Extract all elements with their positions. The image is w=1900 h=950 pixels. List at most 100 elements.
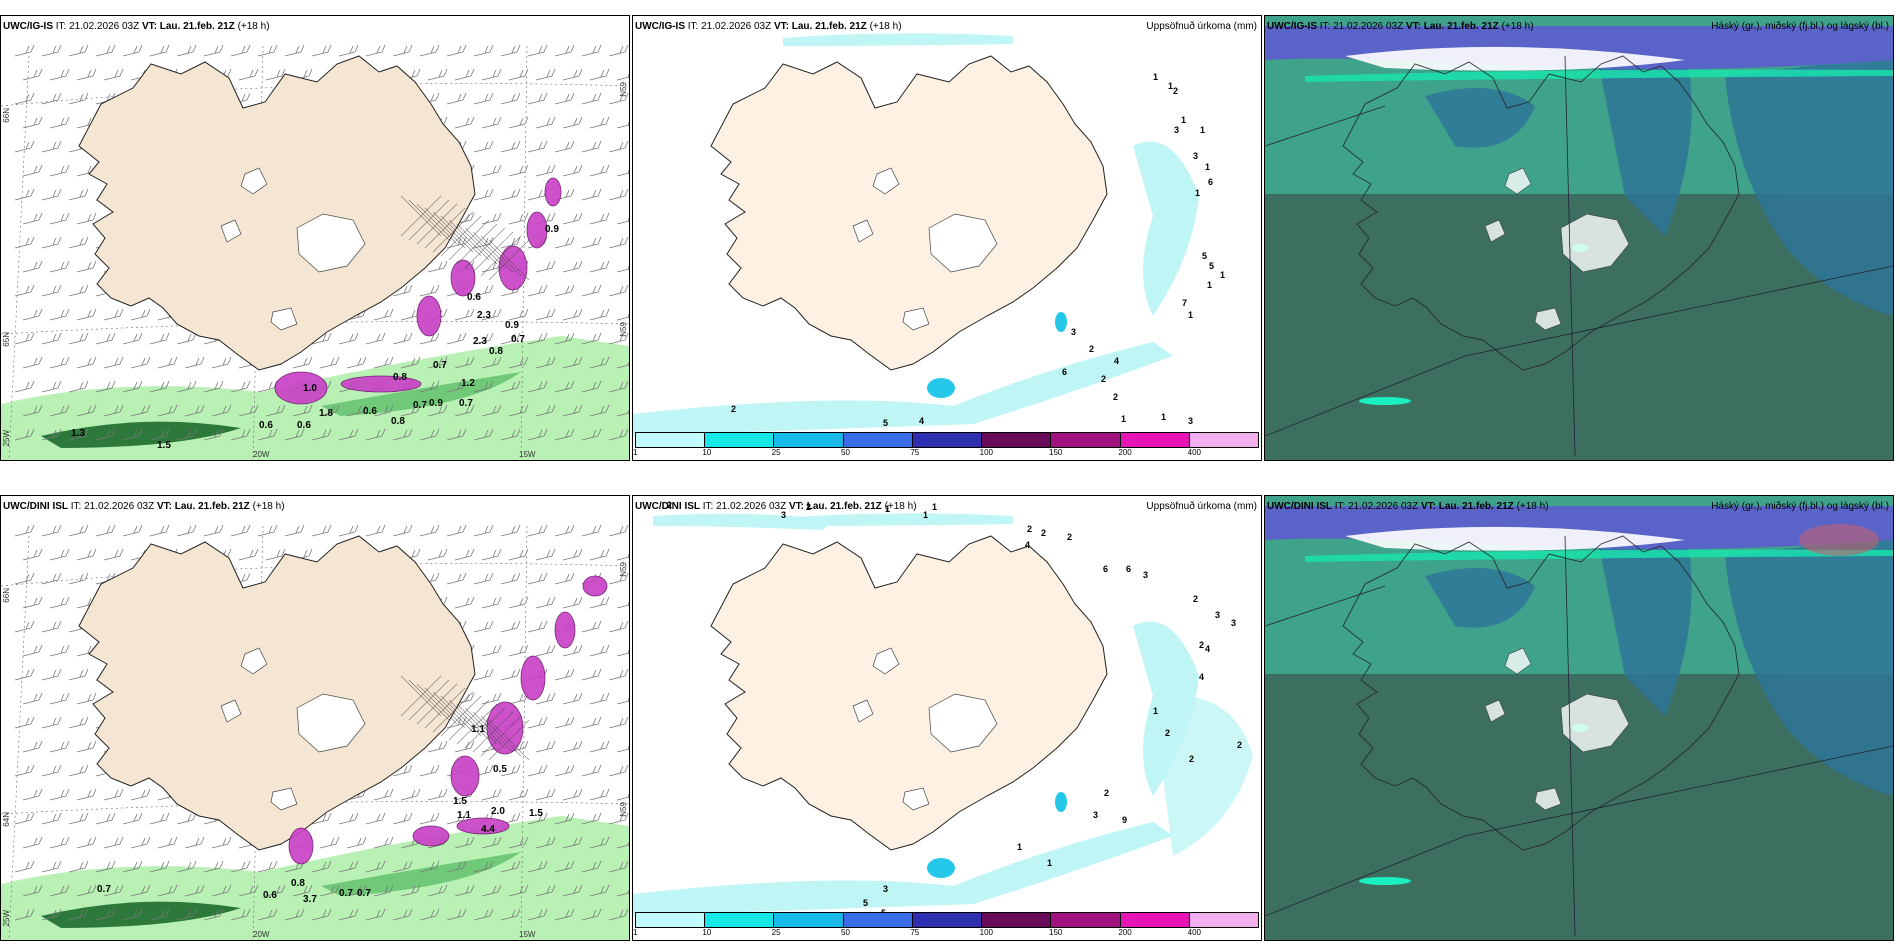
wind-barb (527, 620, 548, 633)
wind-barb (49, 116, 70, 129)
wind-barb (68, 284, 89, 297)
wind-barb (392, 524, 413, 537)
wind-barb (49, 788, 70, 801)
wind-barb (562, 884, 583, 897)
hatch (480, 715, 522, 757)
wind-barb (392, 44, 413, 57)
colorbar-tick: 150 (1049, 448, 1063, 457)
colorbar-swatch (912, 913, 983, 927)
wind-barb (454, 548, 475, 561)
cloud-panel-igis: UWC/IG-IS IT: 21.02.2026 03Z VT: Lau. 21… (1264, 15, 1894, 461)
precip-cell (486, 701, 524, 755)
wind-barb (616, 553, 629, 561)
wind-barb (122, 332, 143, 345)
panel-header: UWC/IG-IS IT: 21.02.2026 03Z VT: Lau. 21… (1267, 21, 1534, 32)
hatch (424, 687, 466, 729)
wind-barb (149, 44, 170, 57)
colorbar-tick: 100 (979, 928, 994, 937)
wind-barb (581, 668, 602, 681)
coastline (710, 55, 1108, 371)
wind-barb (392, 284, 413, 297)
wind-barb (68, 380, 89, 393)
wind-barb (22, 68, 43, 81)
glacier (240, 647, 268, 675)
wind-barb (157, 404, 178, 417)
wind-barb (616, 697, 629, 705)
wind-barb (14, 236, 35, 249)
wind-barb (230, 908, 251, 921)
iceland-landmass (78, 535, 476, 851)
value-label: 1 (1188, 310, 1193, 320)
wind-barb (41, 140, 62, 153)
wind-barb (535, 836, 556, 849)
precip-cell (544, 177, 562, 207)
wind-barb (230, 44, 251, 57)
wind-barb (122, 44, 143, 57)
wind-barb (454, 884, 475, 897)
wind-barb (562, 788, 583, 801)
value-label: 0.6 (363, 406, 377, 417)
colorbar-ticks: 1 10 25 50 75 100 150 200 400 (633, 448, 1259, 458)
value-label: 1.0 (303, 383, 317, 394)
value-label: 0.5 (493, 764, 507, 775)
wind-barb (122, 908, 143, 921)
wind-barb (616, 409, 629, 417)
wind-barb (554, 860, 575, 873)
wind-barb (157, 884, 178, 897)
wind-barb (76, 692, 97, 705)
wind-barb (589, 596, 610, 609)
value-label: 1.2 (461, 378, 475, 389)
value-label: 5 (1209, 261, 1214, 271)
wind-barb (454, 356, 475, 369)
value-label: 1.8 (319, 408, 333, 419)
colorbar-swatch (1051, 913, 1121, 927)
wind-barb (581, 860, 602, 873)
wind-barb (527, 908, 548, 921)
wind-barb (14, 572, 35, 585)
wind-barb (22, 260, 43, 273)
wind-barb (581, 380, 602, 393)
value-label: 0.8 (391, 416, 405, 427)
value-label: 6 (1126, 564, 1131, 574)
hatch (440, 215, 482, 257)
graticule-line (520, 525, 528, 940)
wind-barb (373, 308, 394, 321)
wind-barb (122, 860, 143, 873)
coastline (78, 535, 476, 851)
value-label: 1 (1168, 81, 1173, 91)
graticule-line (1, 563, 629, 587)
value-label: 0.9 (545, 224, 559, 235)
precip-cell (582, 575, 608, 597)
wind-barb (508, 884, 529, 897)
wind-barb (481, 164, 502, 177)
wind-barb (68, 812, 89, 825)
colorbar-boxes (635, 912, 1259, 928)
wind-barb (562, 260, 583, 273)
wind-barb (14, 524, 35, 537)
glacier (220, 219, 242, 243)
glacier (240, 167, 268, 195)
value-label: 5 (1202, 251, 1207, 261)
wind-barb (49, 548, 70, 561)
value-label: 2.0 (491, 806, 505, 817)
wind-barb (373, 884, 394, 897)
wind-barb (157, 836, 178, 849)
colorbar-tick: 10 (702, 928, 712, 937)
wind-barb (554, 92, 575, 105)
wind-barb (508, 404, 529, 417)
wind-barb (284, 908, 305, 921)
wind-barb (14, 908, 35, 921)
wind-barb (554, 572, 575, 585)
wind-barb (41, 716, 62, 729)
panel-header: UWC/DINI ISL IT: 21.02.2026 03Z VT: Lau.… (1267, 501, 1549, 512)
wind-barb (500, 428, 521, 441)
glacier (928, 693, 998, 753)
wind-barb (500, 188, 521, 201)
wind-barb (14, 92, 35, 105)
wind-barb (500, 764, 521, 777)
wind-barb (392, 908, 413, 921)
panel-header: UWC/IG-IS IT: 21.02.2026 03Z VT: Lau. 21… (3, 21, 270, 32)
wind-barb (22, 404, 43, 417)
wind-barb (446, 44, 467, 57)
